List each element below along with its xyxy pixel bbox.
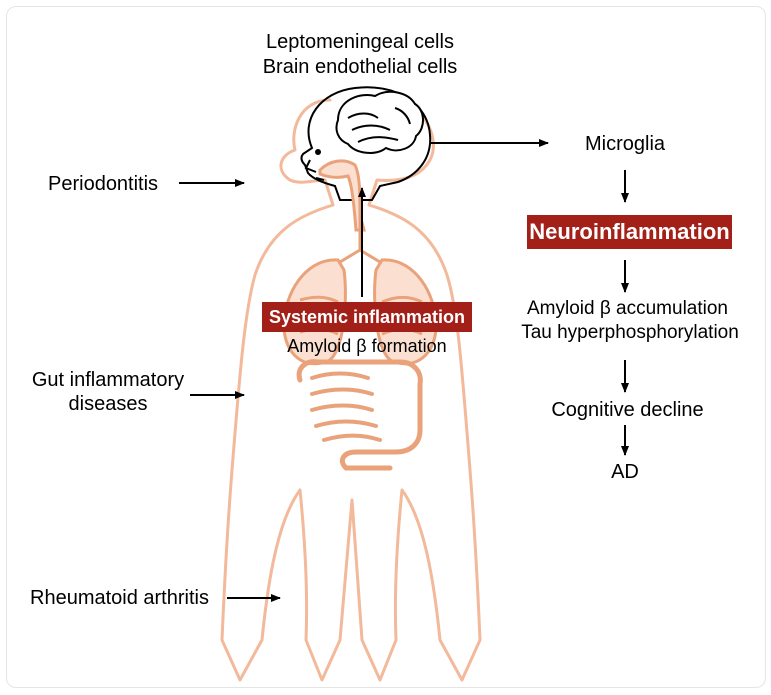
brain-icon [336,92,423,153]
label-gut-1: Gut inflammatory [18,368,198,392]
label-brain-endothelial: Brain endothelial cells [210,55,510,79]
label-rheumatoid: Rheumatoid arthritis [30,586,240,610]
label-ad: AD [595,460,655,484]
label-amyloid-formation: Amyloid β formation [262,336,472,358]
arrows [179,143,625,598]
label-tau: Tau hyperphosphorylation [500,322,760,345]
label-amyloid-accumulation: Amyloid β accumulation [505,298,750,321]
label-microglia: Microglia [550,132,700,156]
label-gut-2: diseases [18,392,198,416]
label-periodontitis: Periodontitis [48,172,188,196]
box-systemic-text: Systemic inflammation [269,307,465,328]
label-leptomeningeal: Leptomeningeal cells [210,30,510,54]
intestines [299,362,420,468]
box-neuroinflammation: Neuroinflammation [527,215,732,249]
box-systemic-inflammation: Systemic inflammation [262,302,472,332]
oral-pharynx [320,161,364,230]
label-cognitive-decline: Cognitive decline [540,398,715,422]
box-neuro-text: Neuroinflammation [529,219,729,245]
